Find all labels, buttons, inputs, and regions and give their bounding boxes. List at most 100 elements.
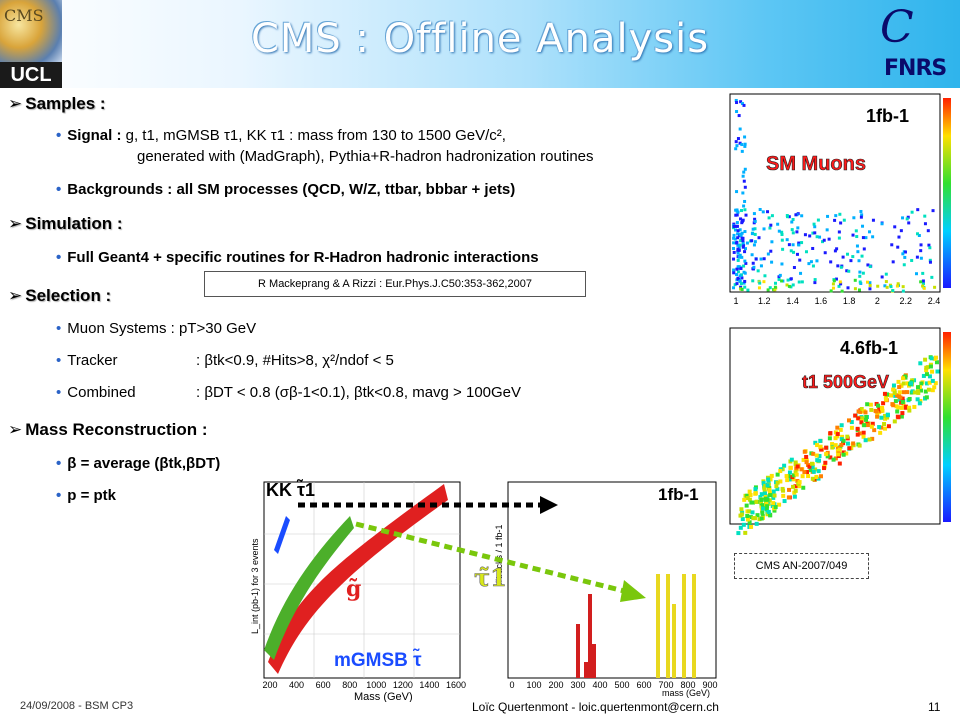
density-cell	[839, 265, 843, 269]
density-cell	[903, 374, 908, 379]
density-cell	[813, 225, 817, 229]
density-cell	[762, 227, 766, 231]
density-cell	[778, 479, 783, 484]
density-cell	[907, 405, 912, 410]
density-cell	[915, 397, 920, 402]
density-cell	[803, 233, 807, 237]
density-cell	[926, 387, 931, 392]
density-cell	[736, 232, 740, 236]
density-cell	[793, 484, 798, 489]
density-cell	[840, 434, 845, 439]
signal-item: • Signal : g, t1, mGMSB τ1, KK τ1 : mass …	[56, 127, 506, 144]
density-cell	[903, 255, 907, 259]
tick-label: 1000	[366, 680, 386, 690]
density-cell	[797, 484, 802, 489]
density-cell	[877, 407, 882, 412]
density-cell	[747, 509, 752, 514]
density-cell	[750, 239, 754, 243]
density-cell	[818, 474, 823, 479]
density-cell	[905, 217, 909, 221]
density-cell	[744, 261, 748, 265]
density-cell	[811, 469, 816, 474]
density-cell	[790, 228, 794, 232]
density-cell	[923, 389, 928, 394]
density-cell	[921, 284, 925, 288]
density-cell	[896, 415, 901, 420]
density-cell	[853, 278, 857, 282]
density-cell	[882, 422, 887, 427]
density-cell	[865, 280, 869, 284]
density-cell	[758, 495, 763, 500]
density-cell	[762, 257, 766, 261]
histogram-bar	[682, 574, 686, 678]
mass-hist-bars	[576, 574, 696, 678]
density-cell	[900, 396, 905, 401]
histogram-bar	[592, 644, 596, 678]
density-cell	[919, 249, 923, 253]
density-cell	[930, 388, 935, 393]
density-cell	[782, 499, 787, 504]
density-cell	[811, 264, 815, 268]
density-cell	[758, 281, 762, 285]
page-number: 11	[928, 700, 941, 714]
density-cell	[919, 243, 923, 247]
density-cell	[921, 373, 926, 378]
density-cell	[845, 441, 850, 446]
density-cell	[896, 394, 901, 399]
tick-label: 1.4	[786, 296, 799, 306]
density-cell	[868, 230, 872, 234]
density-cell	[811, 231, 815, 235]
density-cell	[874, 409, 879, 414]
density-cell	[775, 487, 780, 492]
density-cell	[806, 474, 811, 479]
density-cell	[761, 210, 765, 214]
density-cell	[880, 222, 884, 226]
density-cell	[875, 414, 880, 419]
density-cell	[751, 227, 755, 231]
density-cell	[871, 218, 875, 222]
density-cell	[738, 525, 743, 530]
density-cell	[772, 508, 777, 513]
density-cell	[901, 216, 905, 220]
density-cell	[869, 407, 874, 412]
density-cell	[801, 485, 806, 490]
density-cell	[768, 226, 772, 230]
density-cell	[833, 436, 838, 441]
density-cell	[839, 423, 844, 428]
density-cell	[735, 190, 739, 194]
density-cell	[747, 489, 752, 494]
density-cell	[787, 284, 791, 288]
density-cell	[930, 275, 934, 279]
density-cell	[817, 458, 822, 463]
density-cell	[732, 250, 736, 254]
stop-lumi: 4.6fb-1	[840, 338, 898, 358]
fnrs-logo: FNRS	[884, 56, 947, 81]
density-cell	[849, 425, 854, 430]
density-cell	[811, 451, 816, 456]
density-cell	[766, 509, 771, 514]
density-cell	[828, 431, 833, 436]
density-cell	[795, 252, 799, 256]
density-cell	[800, 474, 805, 479]
density-cell	[739, 209, 743, 213]
density-cell	[859, 407, 864, 412]
density-cell	[835, 448, 840, 453]
tick-label: 1600	[446, 680, 466, 690]
density-cell	[802, 449, 807, 454]
density-cell	[732, 233, 736, 237]
density-cell	[762, 280, 766, 284]
density-cell	[897, 390, 902, 395]
density-cell	[834, 214, 838, 218]
density-cell	[784, 474, 789, 479]
density-cell	[841, 450, 846, 455]
density-cell	[870, 421, 875, 426]
tick-label: 1400	[419, 680, 439, 690]
density-cell	[891, 387, 896, 392]
density-cell	[884, 280, 888, 284]
density-cell	[933, 381, 938, 386]
density-cell	[754, 499, 759, 504]
density-cell	[759, 500, 764, 505]
density-cell	[882, 391, 887, 396]
tick-label: 0	[509, 680, 514, 690]
density-cell	[793, 488, 798, 493]
